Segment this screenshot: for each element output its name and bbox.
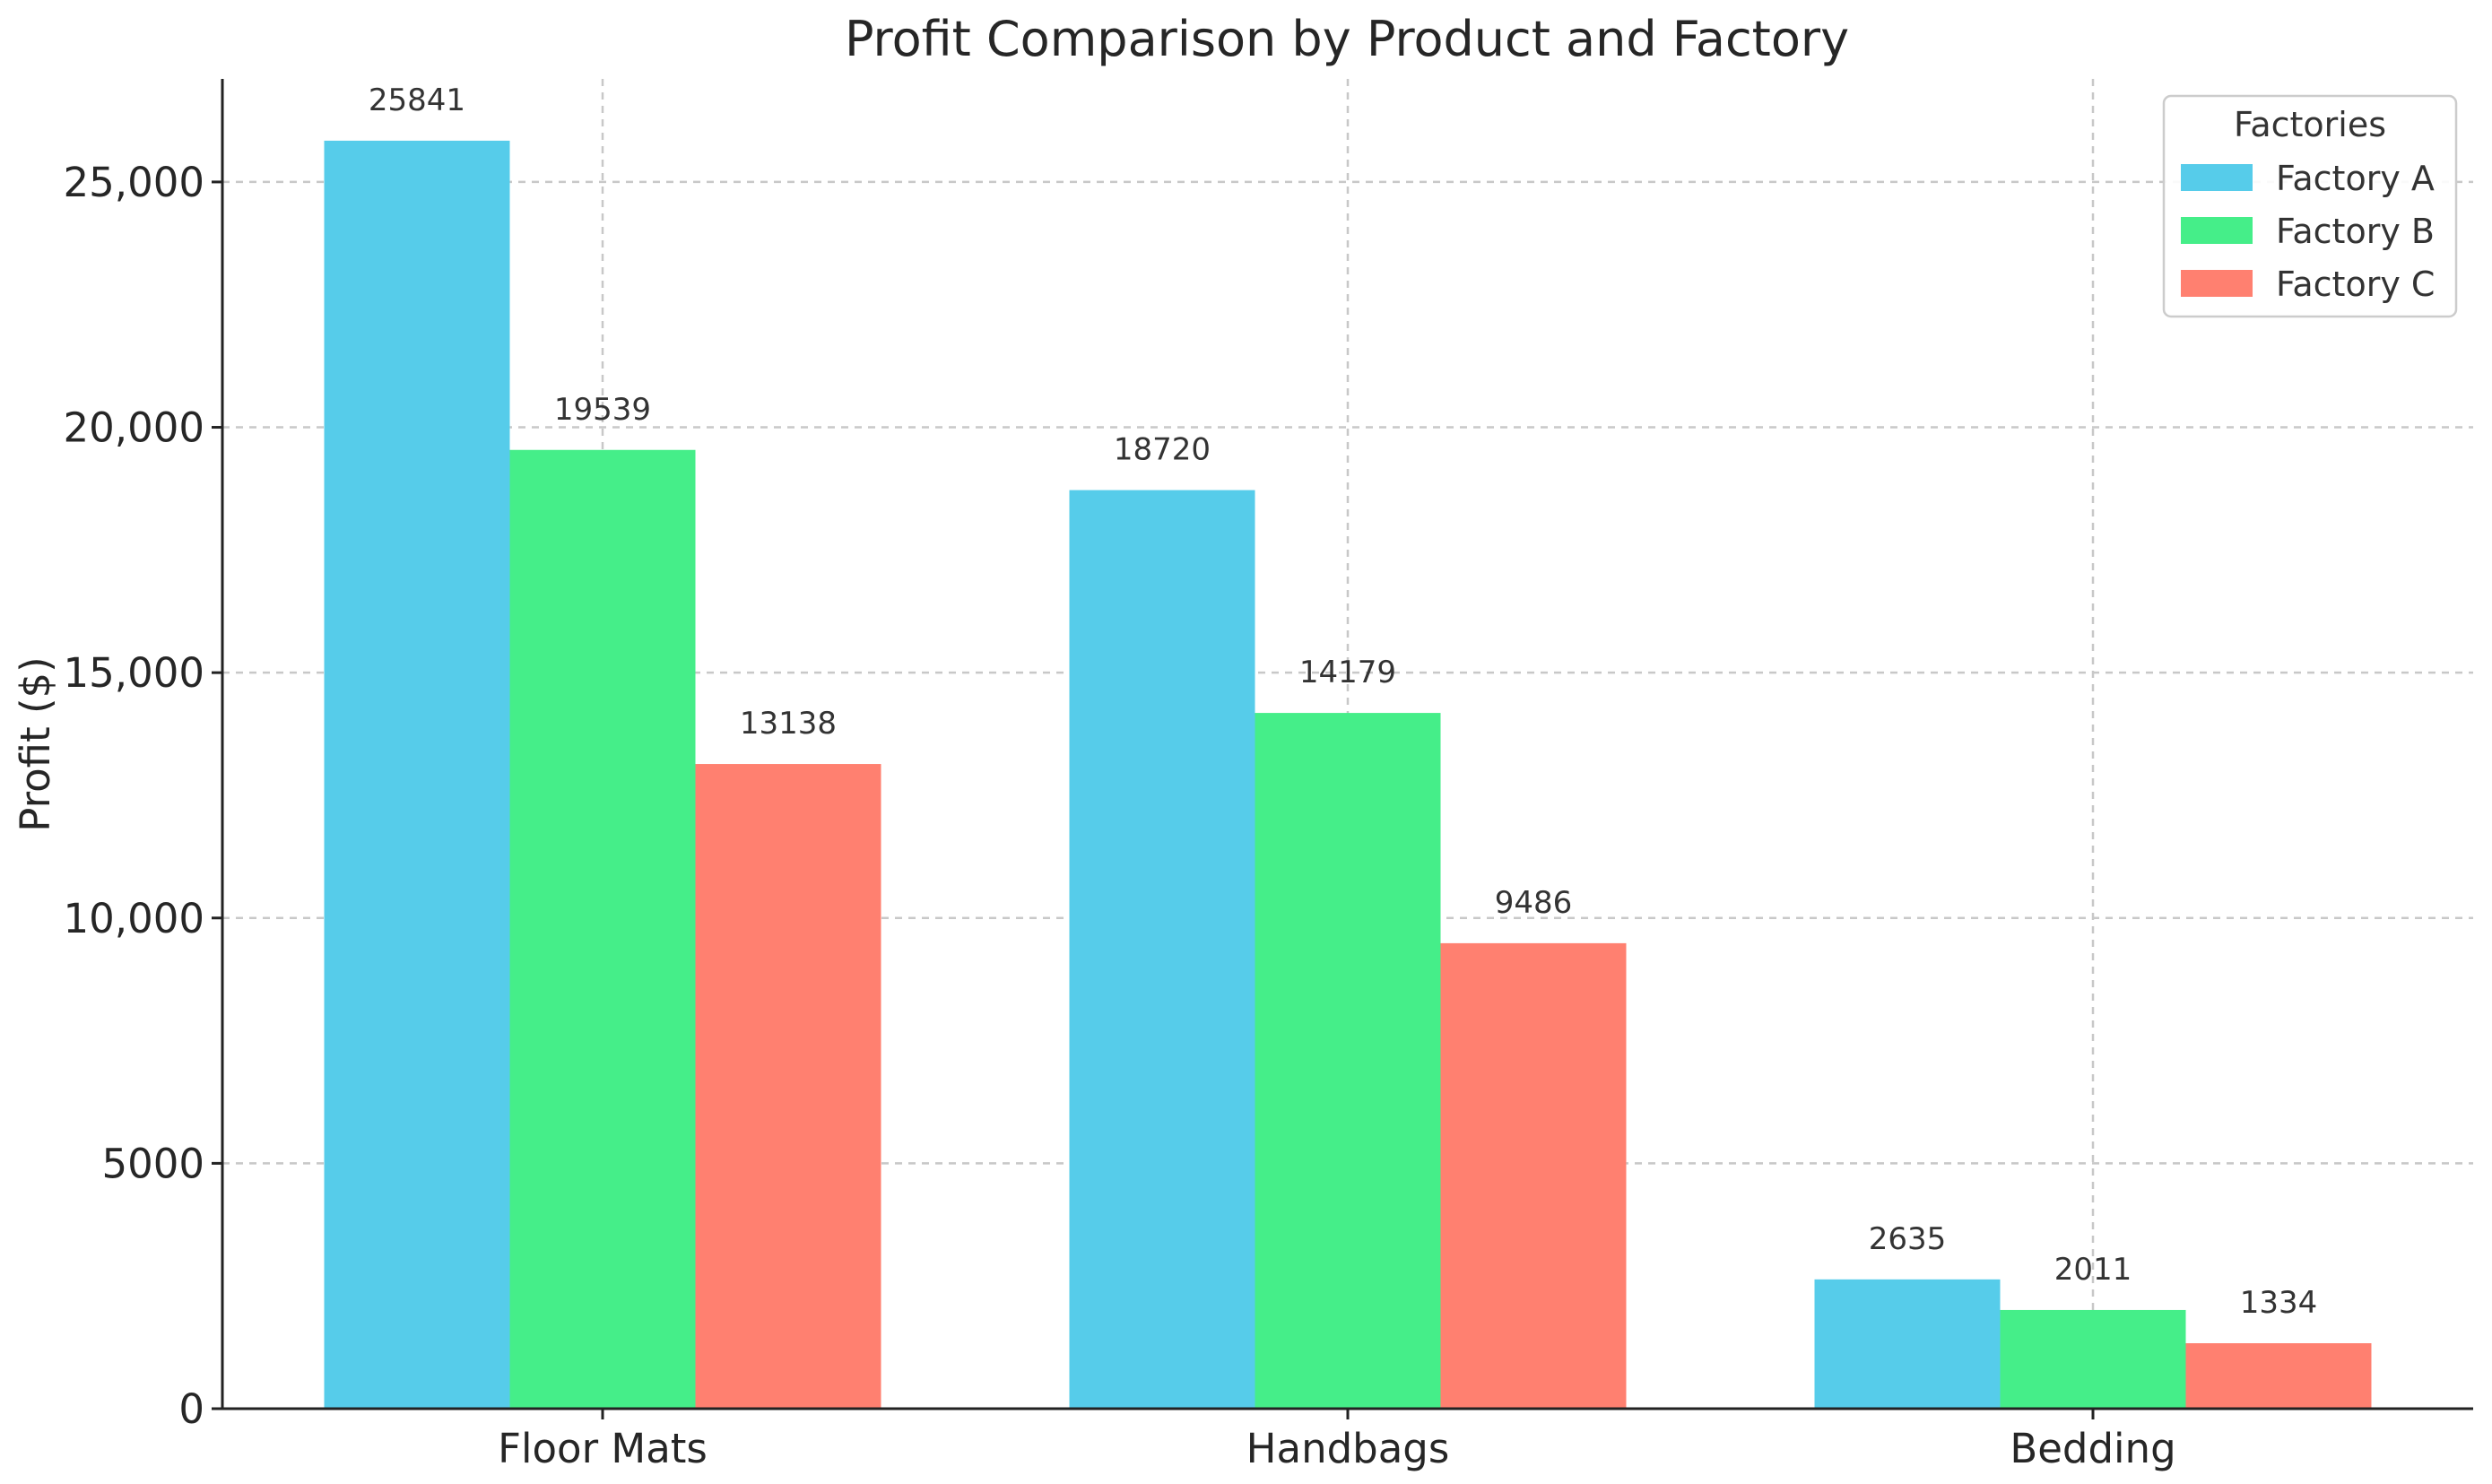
- y-tick-label: 5000: [101, 1140, 204, 1187]
- data-label-factory-c-handbags: 9486: [1495, 885, 1573, 921]
- bar-factory-a-handbags: [1069, 490, 1255, 1409]
- y-tick-label: 25,000: [64, 159, 204, 206]
- chart-title: Profit Comparison by Product and Factory: [845, 11, 1849, 67]
- legend-label-factory-a: Factory A: [2276, 159, 2435, 198]
- bar-factory-a-bedding: [1814, 1279, 2001, 1409]
- y-tick-label: 0: [178, 1385, 204, 1433]
- y-tick-label: 10,000: [64, 895, 204, 942]
- legend-label-factory-b: Factory B: [2276, 212, 2435, 251]
- data-label-factory-a-bedding: 2635: [1869, 1221, 1947, 1257]
- legend-title: Factories: [2234, 105, 2386, 144]
- data-label-factory-a-handbags: 18720: [1114, 432, 1211, 468]
- data-label-factory-c-floor-mats: 13138: [740, 706, 837, 742]
- y-tick-label: 20,000: [64, 404, 204, 452]
- y-axis-label: Profit ($): [12, 656, 59, 831]
- bar-factory-c-bedding: [2185, 1342, 2372, 1409]
- legend-label-factory-c: Factory C: [2276, 265, 2435, 304]
- data-label-layer: 25841 18720 2635 19539 14179 2011 13138 9486 133…: [369, 82, 2317, 1321]
- legend-swatch-factory-b: [2181, 217, 2253, 244]
- x-tick-label-bedding: Bedding: [2010, 1425, 2175, 1472]
- data-label-factory-b-floor-mats: 19539: [554, 392, 651, 428]
- data-label-factory-a-floor-mats: 25841: [369, 82, 465, 118]
- x-tick-label-handbags: Handbags: [1246, 1425, 1450, 1472]
- legend-frame: [2162, 94, 2458, 318]
- legend-swatch-factory-c: [2181, 270, 2253, 297]
- legend: Factories Factory A Factory B Factory C: [2162, 94, 2458, 318]
- bar-factory-b-floor-mats: [509, 449, 696, 1410]
- bar-factory-c-handbags: [1440, 942, 1627, 1409]
- data-label-factory-c-bedding: 1334: [2240, 1285, 2318, 1321]
- bar-layer: [324, 140, 2372, 1410]
- y-tick-label: 15,000: [64, 649, 204, 697]
- data-label-factory-b-handbags: 14179: [1299, 655, 1396, 690]
- legend-items: Factory A Factory B Factory C: [2181, 159, 2435, 304]
- bar-factory-b-handbags: [1255, 713, 1441, 1409]
- bar-factory-a-floor-mats: [324, 140, 510, 1409]
- bar-factory-b-bedding: [2000, 1309, 2186, 1409]
- axis-layer: 0 5000 10,000 15,000 20,000 25,000 Floor Mats H…: [64, 79, 2473, 1472]
- data-label-factory-b-bedding: 2011: [2054, 1252, 2132, 1288]
- legend-swatch-factory-a: [2181, 164, 2253, 191]
- bar-factory-c-floor-mats: [695, 764, 881, 1409]
- x-tick-label-floor-mats: Floor Mats: [498, 1425, 708, 1472]
